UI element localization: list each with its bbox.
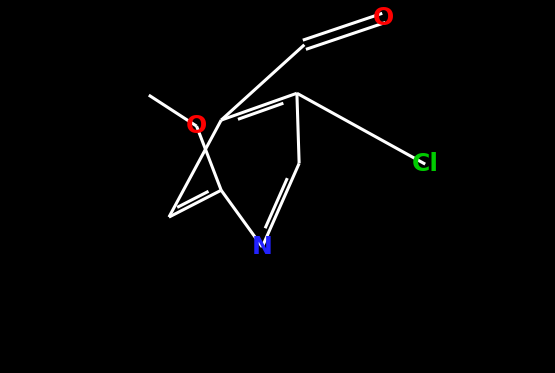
Text: O: O (373, 6, 395, 30)
Text: O: O (186, 114, 207, 138)
Text: N: N (252, 235, 273, 259)
Text: Cl: Cl (412, 152, 438, 176)
